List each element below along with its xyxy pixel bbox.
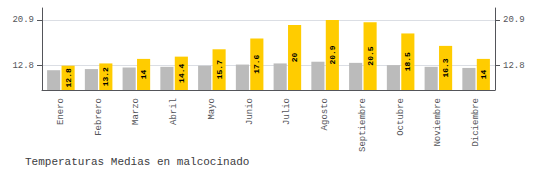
svg-text:12.8: 12.8 bbox=[503, 61, 525, 71]
svg-text:Junio: Junio bbox=[245, 98, 255, 125]
svg-text:14: 14 bbox=[139, 69, 148, 79]
svg-text:20: 20 bbox=[290, 52, 299, 62]
svg-text:Mayo: Mayo bbox=[207, 98, 217, 120]
svg-text:12.8: 12.8 bbox=[12, 61, 34, 71]
svg-text:17.6: 17.6 bbox=[252, 54, 261, 73]
svg-text:20.9: 20.9 bbox=[12, 15, 34, 25]
svg-text:Septiembre: Septiembre bbox=[358, 98, 368, 152]
svg-text:20.9: 20.9 bbox=[328, 45, 337, 64]
svg-text:14: 14 bbox=[479, 69, 488, 79]
svg-text:18.5: 18.5 bbox=[403, 52, 412, 71]
svg-text:Octubre: Octubre bbox=[396, 98, 406, 136]
svg-text:Abril: Abril bbox=[169, 98, 179, 125]
svg-text:20.9: 20.9 bbox=[503, 15, 525, 25]
svg-text:13.2: 13.2 bbox=[101, 67, 110, 86]
svg-text:14.4: 14.4 bbox=[177, 64, 186, 83]
svg-text:Diciembre: Diciembre bbox=[471, 98, 481, 147]
svg-text:Febrero: Febrero bbox=[94, 98, 104, 136]
svg-text:Marzo: Marzo bbox=[131, 98, 141, 125]
svg-text:Enero: Enero bbox=[56, 98, 66, 125]
svg-text:16.3: 16.3 bbox=[441, 58, 450, 77]
svg-text:Noviembre: Noviembre bbox=[433, 98, 443, 147]
svg-text:Julio: Julio bbox=[282, 98, 292, 125]
svg-text:12.8: 12.8 bbox=[64, 68, 73, 87]
svg-text:15.7: 15.7 bbox=[215, 60, 224, 79]
svg-text:Agosto: Agosto bbox=[320, 98, 330, 130]
svg-text:Temperaturas Medias en malcoci: Temperaturas Medias en malcocinado bbox=[25, 156, 249, 168]
svg-text:20.5: 20.5 bbox=[366, 46, 375, 65]
